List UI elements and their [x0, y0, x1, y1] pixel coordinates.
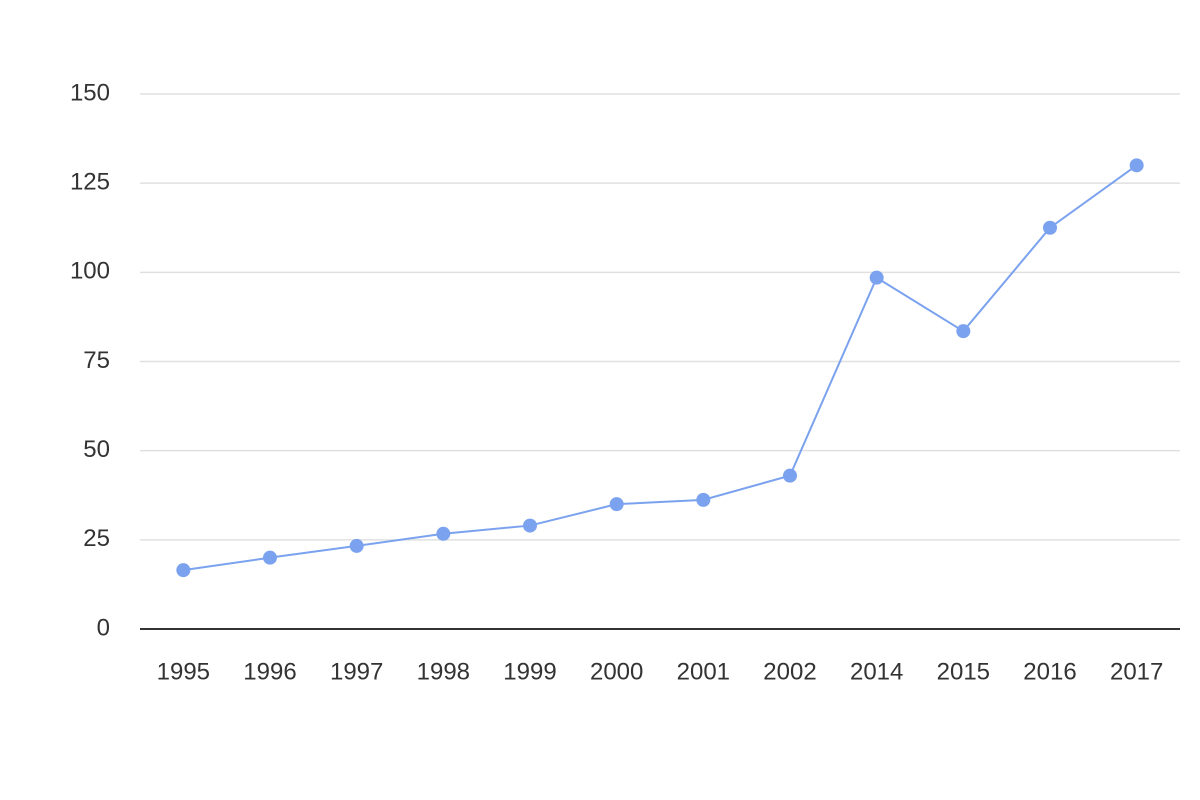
point — [263, 550, 277, 565]
point — [176, 563, 191, 578]
y-tick-label: 25 — [83, 525, 110, 552]
x-tick-label: 2001 — [677, 658, 730, 685]
point — [869, 270, 884, 285]
y-tick-label: 75 — [83, 347, 110, 374]
y-tick-label: 125 — [70, 169, 110, 196]
x-tick-label: 2017 — [1110, 658, 1163, 685]
point — [956, 324, 971, 339]
y-tick-label: 100 — [70, 258, 110, 285]
x-tick-label: 1998 — [417, 658, 470, 685]
x-tick-label: 1996 — [243, 658, 296, 685]
x-tick-label: 2016 — [1023, 658, 1076, 685]
y-tick-label: 50 — [83, 436, 110, 463]
line — [183, 164, 1138, 572]
x-tick-label: 2000 — [590, 658, 643, 685]
x-tick-label: 2002 — [763, 658, 816, 685]
y-tick-label: 0 — [97, 614, 110, 641]
point — [1043, 220, 1057, 235]
point — [523, 518, 537, 533]
point — [783, 468, 797, 483]
x-tick-label: 2014 — [850, 658, 903, 685]
x-tick-label: 2015 — [937, 658, 990, 685]
x-tick-label: 1995 — [157, 658, 210, 685]
x-tick-label: 1999 — [503, 658, 556, 685]
point — [436, 526, 451, 541]
point — [349, 538, 364, 553]
y-tick-label: 150 — [70, 79, 110, 106]
point — [609, 497, 624, 512]
point — [1129, 158, 1144, 173]
point — [696, 492, 711, 507]
x-tick-label: 1997 — [330, 658, 383, 685]
